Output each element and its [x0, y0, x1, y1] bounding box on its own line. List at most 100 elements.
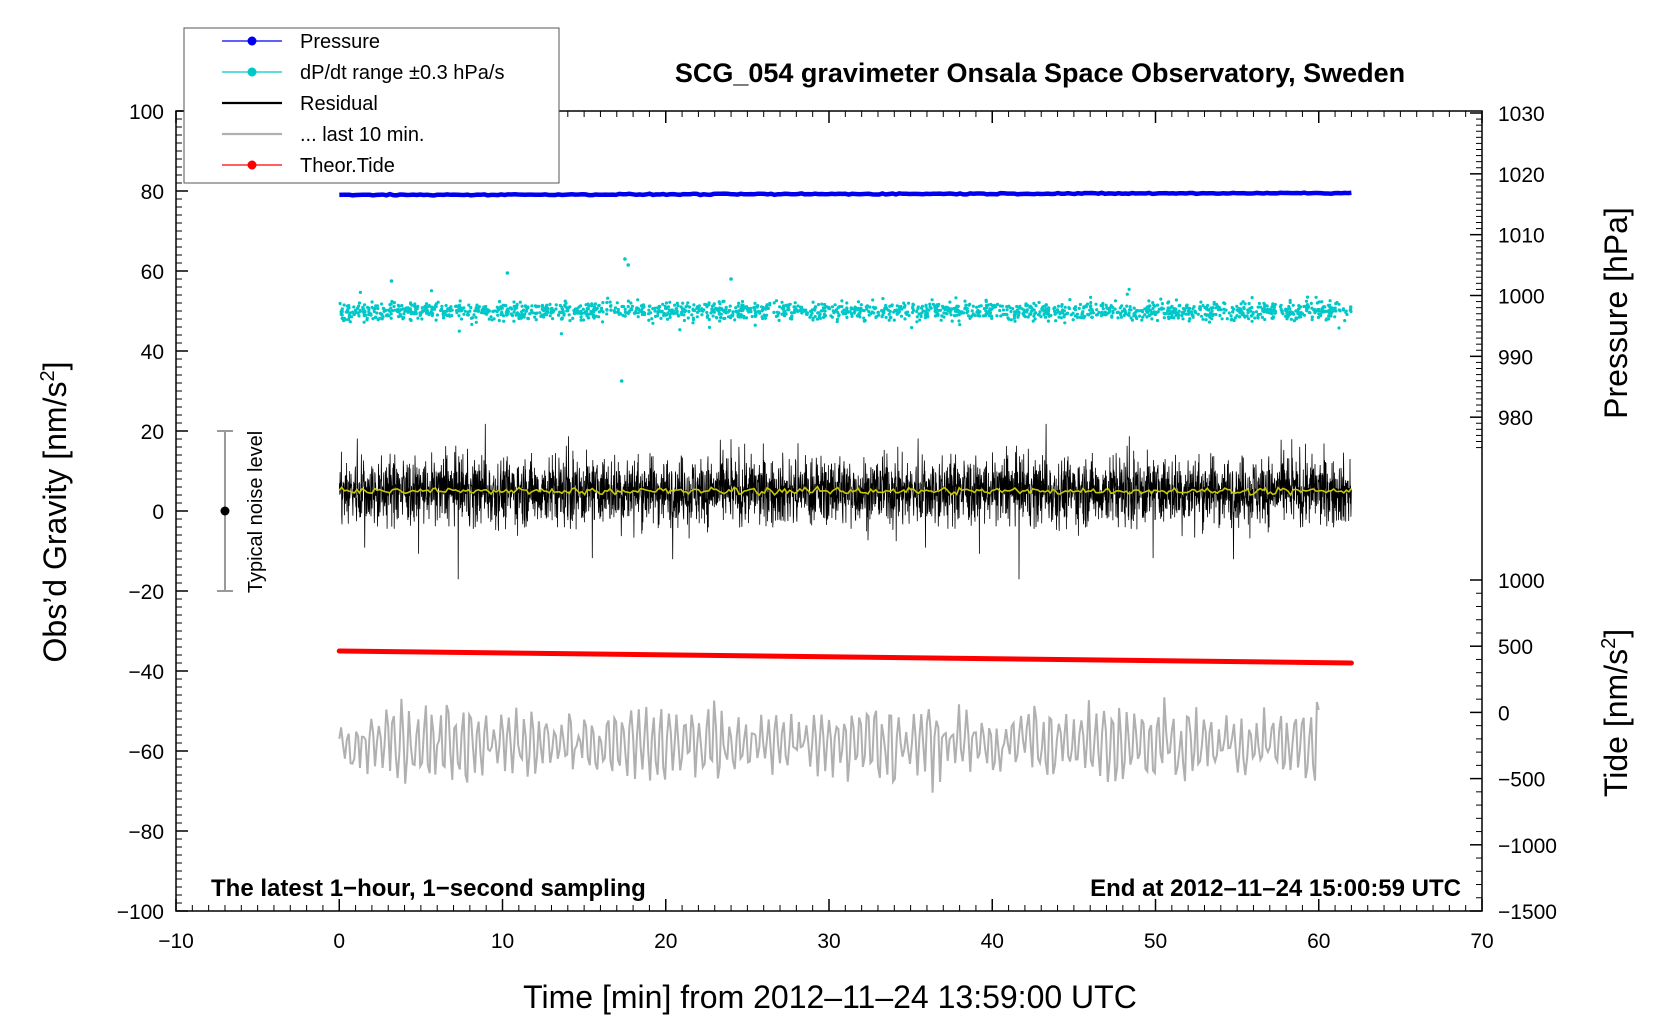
dpdt-point	[1129, 308, 1133, 312]
dpdt-point	[772, 301, 776, 305]
dpdt-point	[1271, 316, 1275, 320]
dpdt-point	[1245, 314, 1249, 318]
dpdt-point	[605, 308, 609, 312]
dpdt-point	[1032, 308, 1036, 312]
dpdt-point	[1037, 300, 1041, 305]
dpdt-point	[899, 314, 904, 318]
x-tick-label: 60	[1307, 930, 1330, 953]
pressure-tick-label: 980	[1498, 407, 1533, 430]
dpdt-point	[1148, 304, 1152, 308]
dpdt-point	[358, 309, 362, 313]
dpdt-point	[971, 304, 975, 308]
dpdt-point	[1176, 316, 1180, 320]
x-axis-title: Time [min] from 2012–11–24 13:59:00 UTC	[523, 979, 1137, 1015]
dpdt-point	[772, 310, 776, 314]
dpdt-point	[1013, 312, 1018, 317]
dpdt-point	[1181, 311, 1186, 315]
dpdt-point	[567, 313, 571, 317]
dpdt-point	[668, 308, 672, 312]
dpdt-point	[427, 304, 431, 308]
dpdt-point	[821, 315, 826, 319]
dpdt-point	[626, 299, 631, 303]
dpdt-point	[1034, 304, 1038, 308]
dpdt-point	[1053, 310, 1057, 314]
dpdt-point	[1067, 307, 1071, 311]
dpdt-point	[1203, 306, 1207, 310]
dpdt-point	[1151, 312, 1155, 316]
dpdt-point	[1180, 314, 1184, 318]
dpdt-point	[753, 314, 757, 318]
dpdt-point	[444, 303, 448, 308]
dpdt-point	[1230, 317, 1234, 321]
dpdt-point	[677, 314, 681, 318]
dpdt-point	[863, 318, 867, 323]
dpdt-point	[765, 313, 769, 317]
dpdt-point	[554, 303, 558, 307]
dpdt-point	[835, 320, 839, 324]
dpdt-point	[468, 309, 472, 313]
dpdt-point	[1273, 302, 1277, 307]
dpdt-point	[372, 309, 376, 314]
dpdt-point	[749, 309, 753, 314]
dpdt-point	[1125, 292, 1129, 296]
dpdt-outlier	[729, 277, 733, 281]
dpdt-point	[691, 318, 696, 322]
dpdt-point	[915, 315, 919, 319]
pressure-tick-label: 990	[1498, 346, 1533, 369]
tide-tick-label: −1000	[1498, 835, 1557, 858]
dpdt-point	[626, 304, 630, 309]
dpdt-point	[372, 307, 376, 311]
pressure-tick-label: 1010	[1498, 225, 1545, 248]
dpdt-point	[1217, 306, 1221, 310]
dpdt-point	[365, 316, 369, 320]
dpdt-point	[1170, 315, 1174, 319]
dpdt-point	[1094, 313, 1099, 317]
dpdt-point	[895, 312, 899, 316]
dpdt-point	[919, 314, 923, 318]
dpdt-point	[837, 314, 841, 318]
dpdt-point	[928, 302, 932, 306]
dpdt-point	[868, 305, 872, 309]
dpdt-point	[1334, 302, 1338, 306]
dpdt-point	[822, 312, 827, 316]
dpdt-point	[352, 305, 356, 309]
dpdt-point	[780, 312, 784, 316]
dpdt-point	[1130, 318, 1134, 322]
dpdt-point	[1289, 317, 1293, 321]
dpdt-point	[1111, 309, 1115, 313]
dpdt-point	[695, 315, 699, 319]
dpdt-point	[808, 309, 813, 313]
dpdt-point	[801, 309, 805, 314]
dpdt-point	[445, 313, 449, 318]
dpdt-point	[564, 301, 568, 305]
dpdt-point	[739, 315, 743, 319]
dpdt-point	[903, 304, 907, 308]
dpdt-point	[1175, 311, 1179, 315]
dpdt-point	[389, 316, 393, 320]
dpdt-point	[840, 304, 844, 309]
dpdt-point	[873, 307, 877, 311]
dpdt-point	[1333, 315, 1337, 319]
dpdt-point	[918, 312, 923, 316]
dpdt-point	[1253, 316, 1257, 320]
dpdt-point	[1140, 318, 1144, 322]
dpdt-point	[1241, 300, 1245, 304]
dpdt-point	[1063, 321, 1067, 325]
dpdt-point	[1183, 307, 1187, 311]
dpdt-point	[1203, 312, 1207, 316]
dpdt-point	[818, 312, 822, 316]
dpdt-point	[1267, 311, 1271, 315]
dpdt-point	[950, 319, 954, 323]
dpdt-point	[1113, 307, 1117, 311]
dpdt-point	[506, 307, 510, 311]
dpdt-point	[911, 306, 915, 310]
dpdt-point	[1206, 308, 1211, 312]
dpdt-point	[855, 307, 859, 311]
dpdt-point	[420, 317, 424, 321]
y-tick-label: −80	[128, 821, 164, 844]
dpdt-point	[1199, 300, 1203, 304]
dpdt-point	[413, 302, 417, 306]
dpdt-point	[794, 307, 798, 311]
dpdt-point	[470, 316, 475, 320]
dpdt-point	[846, 310, 850, 314]
